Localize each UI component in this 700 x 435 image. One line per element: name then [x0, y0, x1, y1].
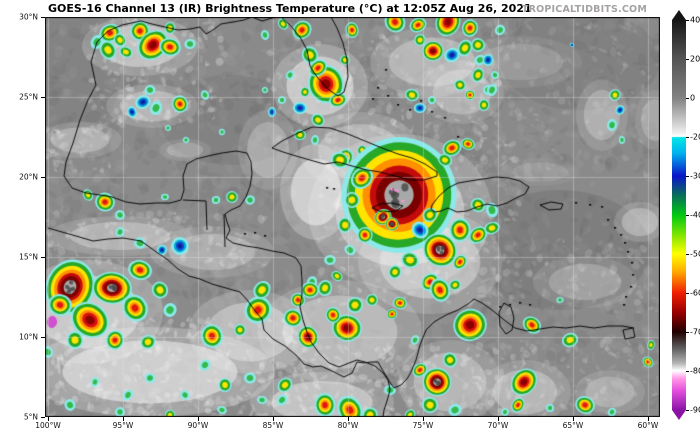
lon-tick	[273, 417, 274, 421]
lat-tick	[41, 337, 45, 338]
colorbar-tick-label: 0	[690, 93, 696, 103]
lon-tick	[48, 417, 49, 421]
colorbar-tick	[686, 215, 689, 216]
lon-tick-label: 75°W	[412, 421, 434, 430]
colorbar-tick-label: -40	[690, 210, 700, 220]
colorbar-tick	[686, 410, 689, 411]
colorbar-tick-label: -90	[690, 405, 700, 415]
map-canvas	[45, 17, 660, 417]
lon-tick-label: 80°W	[337, 421, 359, 430]
lat-tick-label: 30°N	[19, 12, 38, 22]
colorbar-tick	[686, 254, 689, 255]
lon-tick	[123, 417, 124, 421]
lat-tick	[41, 17, 45, 18]
colorbar-tick	[686, 59, 689, 60]
lon-tick	[648, 417, 649, 421]
page-title: GOES-16 Channel 13 (IR) Brightness Tempe…	[48, 2, 532, 15]
colorbar-tick	[686, 20, 689, 21]
lon-tick	[348, 417, 349, 421]
colorbar-tick-label: -60	[690, 288, 700, 298]
colorbar-tick-label: 40	[690, 15, 700, 25]
lon-tick-label: 90°W	[187, 421, 209, 430]
lon-tick	[498, 417, 499, 421]
colorbar-tick-label: -30	[690, 171, 700, 181]
lat-tick-label: 5°N	[23, 412, 38, 422]
lat-tick-label: 25°N	[19, 92, 38, 102]
lat-tick-label: 20°N	[19, 172, 38, 182]
lon-tick-label: 70°W	[487, 421, 509, 430]
lat-tick-label: 10°N	[19, 332, 38, 342]
colorbar-gradient	[672, 20, 686, 410]
lon-tick-label: 95°W	[112, 421, 134, 430]
lat-tick	[41, 177, 45, 178]
colorbar-top-arrow	[672, 10, 686, 20]
colorbar-tick	[686, 176, 689, 177]
lon-tick	[423, 417, 424, 421]
colorbar-tick	[686, 293, 689, 294]
colorbar-tick-label: -50	[690, 249, 700, 259]
colorbar-tick	[686, 371, 689, 372]
colorbar-tick-label: -70	[690, 327, 700, 337]
watermark: TROPICALTIDBITS.COM	[521, 4, 647, 15]
lat-tick	[41, 97, 45, 98]
lon-tick	[573, 417, 574, 421]
colorbar-bottom-arrow	[672, 410, 686, 420]
colorbar-tick	[686, 137, 689, 138]
colorbar-tick-label: 20	[690, 54, 700, 64]
lon-tick-label: 100°W	[35, 421, 61, 430]
lon-tick-label: 60°W	[637, 421, 659, 430]
colorbar-tick-label: -20	[690, 132, 700, 142]
colorbar-tick	[686, 332, 689, 333]
lat-tick-label: 15°N	[19, 252, 38, 262]
colorbar-tick-label: -80	[690, 366, 700, 376]
lon-tick	[198, 417, 199, 421]
colorbar-tick	[686, 98, 689, 99]
lon-tick-label: 85°W	[262, 421, 284, 430]
lat-tick	[41, 417, 45, 418]
lon-tick-label: 65°W	[562, 421, 584, 430]
lat-tick	[41, 257, 45, 258]
